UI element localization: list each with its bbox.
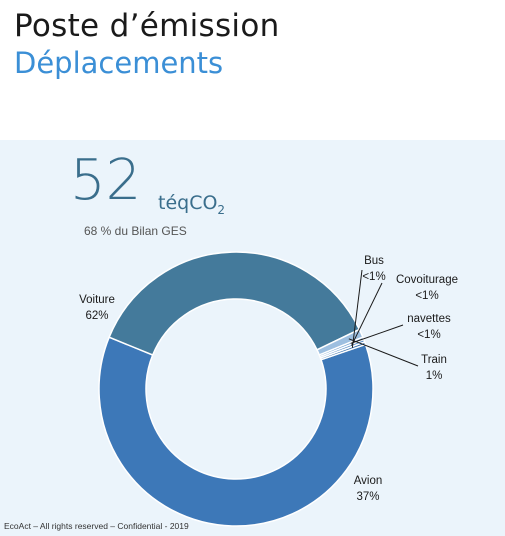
leader-line-bus xyxy=(351,269,363,348)
slice-value-avion: 37% xyxy=(356,491,379,503)
slice-value-train: 1% xyxy=(426,370,443,382)
slice-value-navettes: <1% xyxy=(417,329,440,341)
donut-slice-bus xyxy=(319,341,367,361)
slice-value-bus: <1% xyxy=(362,271,385,283)
page-title: Poste d’émission xyxy=(14,8,280,44)
slice-label-navettes: navettes xyxy=(407,313,451,325)
slice-label-bus: Bus xyxy=(364,255,384,267)
slice-value-voiture: 62% xyxy=(85,310,108,322)
slice-label-avion: Avion xyxy=(354,475,383,487)
leader-line-train xyxy=(348,338,419,367)
donut-slice-voiture xyxy=(98,336,374,527)
page-subtitle: Déplacements xyxy=(14,46,224,80)
emission-value: 52 xyxy=(70,148,142,213)
leader-line-navettes xyxy=(350,324,404,344)
ges-share-text: 68 % du Bilan GES xyxy=(84,224,187,238)
emission-unit: téqCO2 xyxy=(158,192,226,217)
slice-label-covoiturage: Covoiturage xyxy=(396,274,458,286)
donut-slice-avion xyxy=(108,251,361,356)
leader-line-covoiturage xyxy=(351,282,383,346)
chart-panel xyxy=(0,140,505,536)
slice-value-covoiturage: <1% xyxy=(415,290,438,302)
slice-label-voiture: Voiture xyxy=(79,294,115,306)
footer-copyright: EcoAct – All rights reserved – Confident… xyxy=(4,521,189,531)
slice-label-train: Train xyxy=(421,354,447,366)
